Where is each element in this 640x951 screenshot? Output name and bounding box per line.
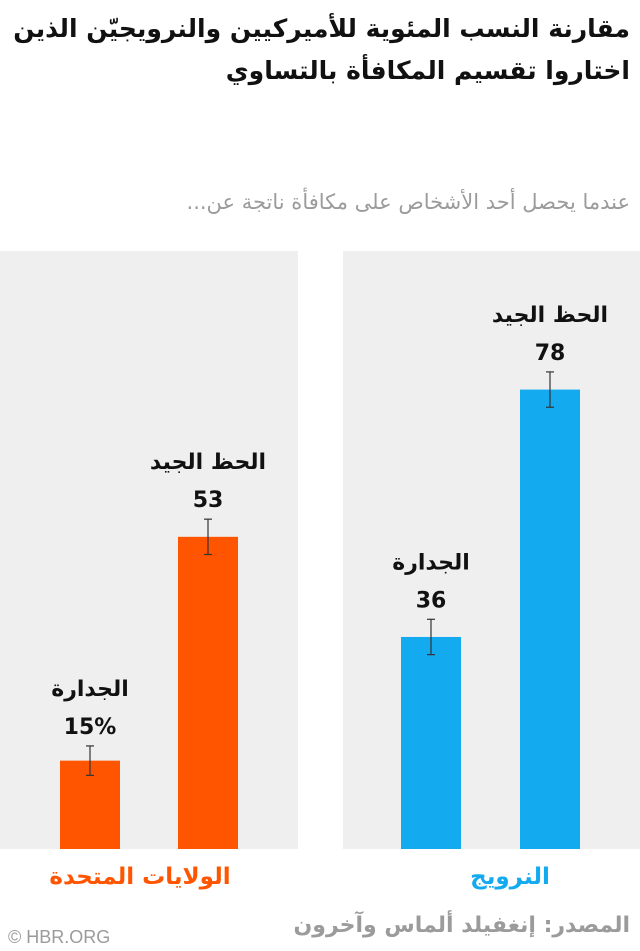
source-note: المصدر: إنغفيلد ألماس وآخرون bbox=[293, 913, 630, 938]
value-label-us-merit: 15% bbox=[64, 715, 117, 740]
bar-norway-merit bbox=[401, 636, 461, 849]
group-label-norway: النرويج bbox=[470, 864, 550, 890]
bar-norway-luck bbox=[520, 389, 580, 849]
value-label-norway-merit: 36 bbox=[416, 588, 447, 613]
category-label-norway-luck: الحظ الجيد bbox=[492, 303, 608, 328]
group-label-us: الولايات المتحدة bbox=[49, 864, 230, 890]
value-label-us-luck: 53 bbox=[193, 488, 224, 513]
category-label-us-merit: الجدارة bbox=[51, 677, 129, 702]
chart-subtitle: عندما يحصل أحد الأشخاص على مكافأة ناتجة … bbox=[186, 190, 630, 214]
panel-us bbox=[0, 251, 298, 849]
panel-norway bbox=[343, 251, 640, 849]
copyright: © HBR.ORG bbox=[8, 927, 111, 947]
chart-title: مقارنة النسب المئوية للأميركيين والنرويج… bbox=[13, 14, 630, 85]
category-label-us-luck: الحظ الجيد bbox=[150, 450, 266, 475]
value-label-norway-luck: 78 bbox=[535, 341, 566, 366]
category-label-norway-merit: الجدارة bbox=[392, 550, 470, 575]
bar-us-luck bbox=[178, 536, 238, 849]
